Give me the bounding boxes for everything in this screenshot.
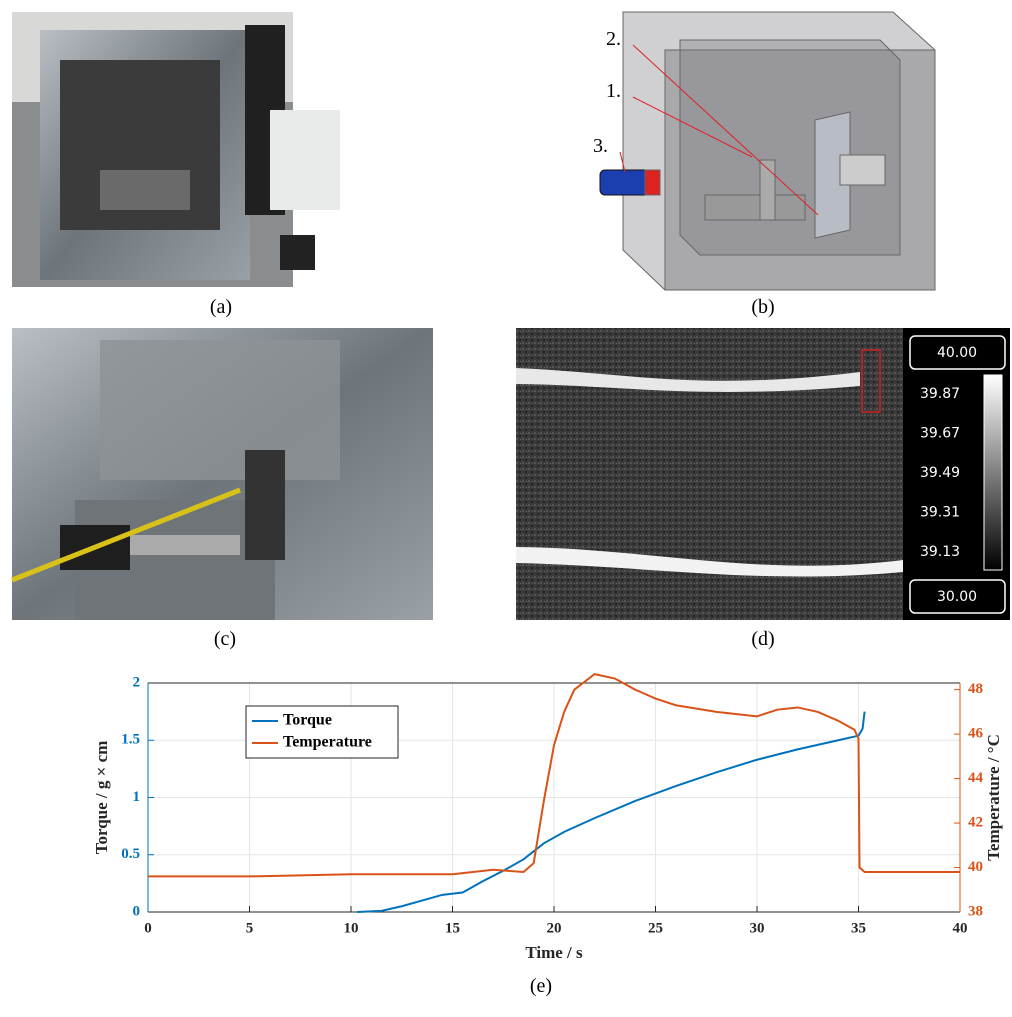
- x-tick-label: 30: [750, 920, 765, 936]
- scale-label: 39.31: [920, 505, 960, 521]
- y-tick-label: 1: [133, 789, 141, 805]
- scale-label: 39.67: [920, 426, 960, 442]
- x-axis-label: Time / s: [525, 943, 583, 962]
- panel-label: (e): [530, 975, 552, 997]
- scale-max: 40.00: [937, 345, 977, 361]
- scale-min: 30.00: [937, 589, 977, 605]
- x-tick-label: 25: [648, 920, 663, 936]
- legend-box: [245, 705, 399, 759]
- x-tick-label: 40: [953, 920, 968, 936]
- y2-axis-label: Temperature / °C: [984, 734, 1003, 861]
- callout: 2.: [606, 28, 621, 50]
- y-tick-label: 0: [133, 903, 141, 919]
- scale-label: 39.87: [920, 386, 960, 402]
- panel-label: (b): [751, 296, 774, 318]
- callout: 1.: [606, 80, 621, 102]
- scale-label: 39.49: [920, 465, 960, 481]
- x-tick-label: 15: [445, 920, 460, 936]
- x-tick-label: 5: [246, 920, 254, 936]
- x-tick-label: 0: [144, 920, 152, 936]
- y-tick-label: 1.5: [121, 732, 140, 748]
- panel-label: (d): [751, 628, 774, 650]
- y2-tick-label: 46: [968, 726, 984, 742]
- callout: 3.: [593, 135, 608, 157]
- y2-tick-label: 42: [968, 815, 983, 831]
- photo-a: [12, 12, 340, 287]
- panel-label: (a): [210, 296, 232, 318]
- x-tick-label: 20: [547, 920, 562, 936]
- legend-label: Temperature: [283, 734, 372, 751]
- series-line: [148, 673, 960, 878]
- y2-tick-label: 48: [968, 681, 983, 697]
- chart: 0 5 10 15 20 25 30 35 4000.511.52384042444648Tim…: [92, 673, 1003, 962]
- y-tick-label: 0.5: [121, 846, 140, 862]
- x-tick-label: 35: [851, 920, 866, 936]
- x-tick-label: 10: [344, 920, 359, 936]
- legend-label: Torque: [283, 712, 332, 729]
- callout-lines: [619, 44, 819, 216]
- y2-tick-label: 38: [968, 903, 983, 919]
- panel-label: (c): [214, 628, 236, 650]
- y2-tick-label: 40: [968, 859, 983, 875]
- photo-c: [11, 328, 433, 620]
- y2-tick-label: 44: [968, 770, 984, 786]
- series-line: [357, 711, 866, 913]
- y-axis-label: Torque / g × cm: [92, 741, 111, 855]
- y-tick-label: 2: [133, 674, 141, 690]
- scale-label: 39.13: [920, 544, 960, 560]
- thermal-image: [516, 328, 1010, 620]
- render-b: [599, 11, 936, 291]
